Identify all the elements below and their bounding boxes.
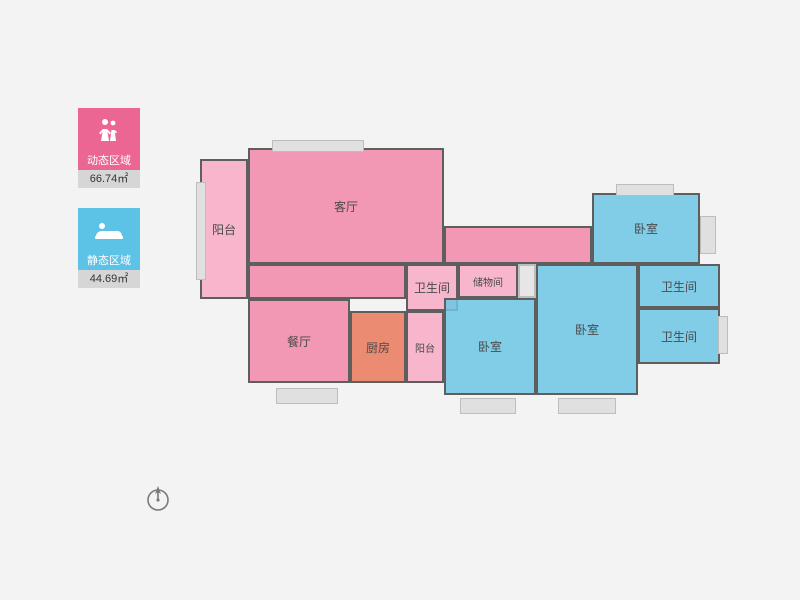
- room-label-wc2: 卫生间: [661, 278, 697, 295]
- notch-6: [196, 182, 206, 280]
- room-label-bed1: 卧室: [478, 338, 502, 355]
- room-wc2: 卫生间: [638, 264, 720, 308]
- notch-1: [276, 388, 338, 404]
- room-subhall: [248, 264, 406, 299]
- room-hall: [444, 226, 592, 264]
- room-store: 储物间: [458, 264, 518, 298]
- notch-0: [272, 140, 364, 152]
- room-label-wc3: 卫生间: [661, 328, 697, 345]
- room-bed3: 卧室: [592, 193, 700, 264]
- legend-static-iconbox: [78, 208, 140, 252]
- room-dining: 餐厅: [248, 299, 350, 383]
- legend-dynamic-iconbox: [78, 108, 140, 152]
- floorplan-stage: 动态区域 66.74㎡ 静态区域 44.69㎡ 阳台客厅餐厅厨房阳台卫生间储物间…: [0, 0, 800, 600]
- rest-icon: [93, 219, 125, 241]
- room-label-bed2: 卧室: [575, 321, 599, 338]
- notch-2: [460, 398, 516, 414]
- room-label-dining: 餐厅: [287, 333, 311, 350]
- people-icon: [94, 117, 124, 143]
- notch-3: [558, 398, 616, 414]
- room-label-kitchen: 厨房: [366, 339, 390, 356]
- compass-icon: [144, 484, 172, 512]
- room-wc3: 卫生间: [638, 308, 720, 364]
- room-label-wc1: 卫生间: [414, 279, 450, 296]
- room-gap1: [518, 264, 536, 298]
- legend-dynamic: 动态区域 66.74㎡: [78, 108, 140, 188]
- room-kitchen: 厨房: [350, 311, 406, 383]
- room-label-balcony2: 阳台: [415, 340, 435, 355]
- notch-7: [718, 316, 728, 354]
- room-balcony1: 阳台: [200, 159, 248, 299]
- legend-static-value: 44.69㎡: [78, 270, 140, 288]
- room-label-living: 客厅: [334, 198, 358, 215]
- legend-static-title: 静态区域: [78, 252, 140, 270]
- room-bed1: 卧室: [444, 298, 536, 395]
- room-living: 客厅: [248, 148, 444, 264]
- room-label-balcony1: 阳台: [212, 221, 236, 238]
- room-bed2: 卧室: [536, 264, 638, 395]
- room-balcony2: 阳台: [406, 311, 444, 383]
- room-label-store: 储物间: [473, 274, 503, 289]
- legend-static: 静态区域 44.69㎡: [78, 208, 140, 288]
- notch-4: [616, 184, 674, 196]
- room-label-bed3: 卧室: [634, 220, 658, 237]
- notch-5: [700, 216, 716, 254]
- legend-dynamic-value: 66.74㎡: [78, 170, 140, 188]
- legend-dynamic-title: 动态区域: [78, 152, 140, 170]
